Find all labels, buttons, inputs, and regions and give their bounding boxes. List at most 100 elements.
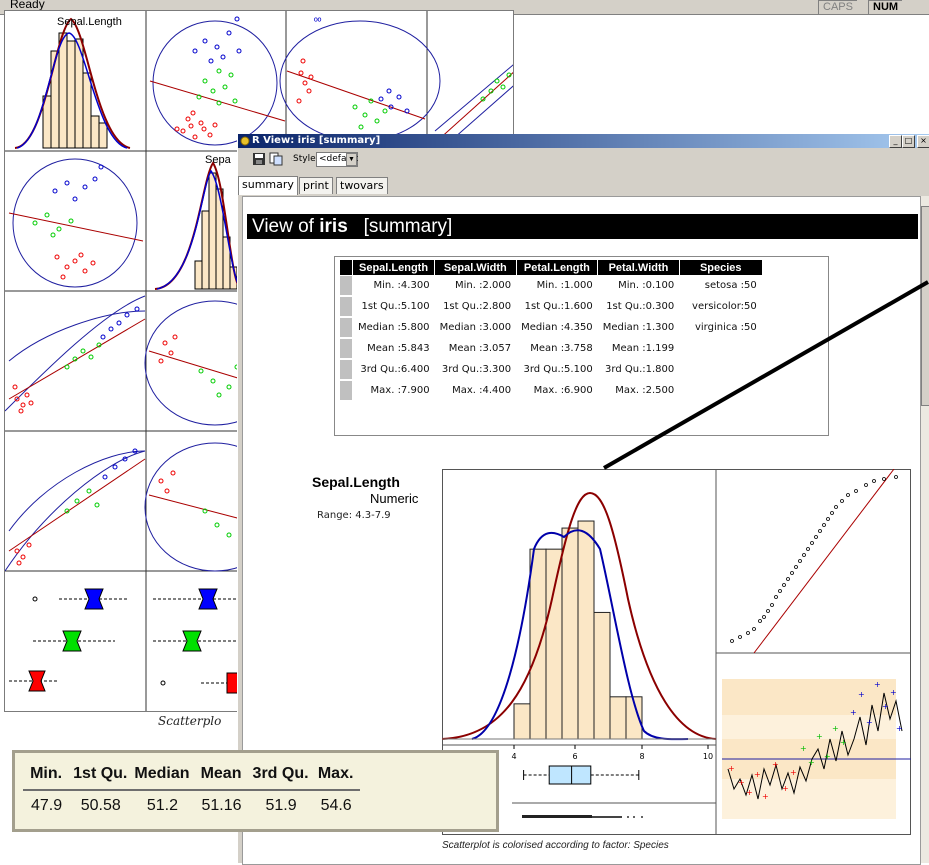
- histogram-bar: [593, 611, 611, 740]
- svg-text:+: +: [874, 680, 881, 689]
- chevron-down-icon[interactable]: ▼: [346, 153, 357, 166]
- col-header-sepal-length: Sepal.Length: [351, 260, 435, 275]
- histogram-bar: [513, 703, 531, 740]
- row-marker: [339, 318, 352, 337]
- matrix-histogram-2: [154, 161, 242, 290]
- table-row: 1st Qu.:5.100 1st Qu.:2.800 1st Qu.:1.600 1…: [339, 296, 762, 317]
- minimize-button[interactable]: _: [889, 135, 902, 148]
- overlay-value: 47.9: [31, 797, 63, 814]
- table-cell: Median :3.000: [439, 322, 512, 333]
- matrix-scatter-1-3: ºº: [279, 17, 441, 142]
- table-cell: 3rd Qu.:3.300: [441, 364, 512, 375]
- svg-text:+: +: [808, 758, 815, 767]
- r-app-icon: [240, 136, 250, 146]
- overlay-header: 3rd Qu.: [249, 759, 313, 791]
- svg-text:+: +: [754, 770, 761, 779]
- view-header-prefix: View of: [252, 216, 320, 237]
- table-cell: Mean :3.758: [530, 343, 593, 354]
- matrix-boxplots-5-2: [153, 588, 242, 694]
- toolbar: Style <default ▼: [238, 149, 929, 171]
- title-bar[interactable]: R View: iris [summary] _ □ ×: [238, 134, 929, 148]
- summary-table: Sepal.Length Sepal.Width Petal.Length Pe…: [334, 256, 829, 436]
- svg-text:+: +: [850, 708, 857, 717]
- svg-text:+: +: [800, 744, 807, 753]
- svg-text:+: +: [882, 702, 889, 711]
- svg-text:+: +: [832, 724, 839, 733]
- histogram-bar: [609, 696, 627, 740]
- histogram-bars: [513, 520, 643, 740]
- svg-text:+: +: [728, 764, 735, 773]
- svg-text:+: +: [790, 768, 797, 777]
- histogram-bar: [577, 520, 595, 740]
- overlay-value: 51.16: [201, 797, 242, 814]
- matrix-scatter-4-1: [4, 448, 146, 572]
- x-tick-label: 8: [639, 752, 644, 761]
- x-tick-label: 6: [572, 752, 577, 761]
- histogram-bar: [561, 527, 579, 740]
- x-tick-label: 10: [703, 752, 713, 761]
- matrix-diag-label-1: Sepal.Length: [57, 16, 122, 28]
- matrix-histogram-1: [14, 17, 131, 149]
- table-cell: Mean :3.057: [448, 343, 512, 354]
- table-cell: 3rd Qu.:6.400: [360, 364, 430, 375]
- svg-text:+: +: [772, 760, 779, 769]
- window-title: R View: iris [summary]: [252, 135, 381, 146]
- svg-text:+: +: [840, 738, 847, 747]
- svg-text:+: +: [816, 732, 823, 741]
- table-cell: Max. :6.900: [533, 385, 593, 396]
- overlay-value: 50.58: [80, 797, 121, 814]
- matrix-scatter-3-1: [4, 295, 146, 414]
- svg-text:+: +: [866, 718, 873, 727]
- overlay-summary-table: Min. 1st Qu. Median Mean 3rd Qu. Max. 47…: [12, 750, 499, 832]
- table-cell: Max. :2.500: [615, 385, 675, 396]
- maximize-button[interactable]: □: [902, 135, 915, 148]
- table-cell: Min. :1.000: [536, 280, 593, 291]
- variable-name: Sepal.Length: [312, 474, 400, 490]
- svg-text:+: +: [762, 792, 769, 801]
- table-row: Min. :4.300 Min. :2.000 Min. :1.000 Min. :0…: [339, 275, 762, 296]
- scrollbar-thumb[interactable]: [921, 206, 929, 406]
- matrix-scatter-1-2: [149, 16, 286, 146]
- table-cell: Median :5.800: [358, 322, 430, 333]
- density-curve-normal: [442, 491, 717, 740]
- matrix-scatter-1-4: [434, 20, 571, 147]
- view-header: View of iris [summary]: [247, 214, 918, 239]
- row-marker: [339, 297, 352, 316]
- x-tick-label: 4: [511, 752, 516, 761]
- status-text: Ready: [10, 0, 45, 11]
- boxplot: [523, 765, 640, 785]
- overlay-value: 51.2: [146, 797, 178, 814]
- table-row: Median :5.800 Median :3.000 Median :4.350 M…: [339, 317, 762, 338]
- table-cell: Max. :4.400: [452, 385, 512, 396]
- caps-indicator: CAPS: [818, 0, 857, 14]
- table-cell: Max. :7.900: [370, 385, 430, 396]
- table-cell: Mean :1.199: [611, 343, 675, 354]
- tab-summary[interactable]: summary: [238, 176, 298, 195]
- svg-text:+: +: [746, 788, 753, 797]
- svg-text:+: +: [858, 690, 865, 699]
- save-icon[interactable]: [252, 152, 266, 166]
- close-button[interactable]: ×: [917, 135, 929, 148]
- table-row: Mean :5.843 Mean :3.057 Mean :3.758 Mean :1…: [339, 338, 762, 359]
- row-header-corner: [339, 260, 353, 275]
- svg-text:+: +: [782, 784, 789, 793]
- num-indicator: NUM: [868, 0, 903, 14]
- table-cell: 1st Qu.:0.300: [606, 301, 675, 312]
- variable-range: Range: 4.3-7.9: [317, 510, 391, 521]
- vertical-scrollbar[interactable]: [920, 196, 929, 863]
- overlay-header: Min.: [23, 759, 71, 791]
- overlay-header: Max.: [312, 759, 360, 791]
- matrix-scatter-2-1: [8, 158, 144, 288]
- overlay-value: 51.9: [265, 797, 297, 814]
- svg-text:+: +: [738, 778, 745, 787]
- col-header-species: Species: [678, 260, 762, 275]
- overlay-header: 1st Qu.: [70, 759, 132, 791]
- overlay-header: Mean: [193, 759, 250, 791]
- variable-type: Numeric: [370, 491, 419, 506]
- table-cell: virginica :50: [694, 322, 757, 333]
- tab-twovars[interactable]: twovars: [336, 177, 388, 194]
- copy-icon[interactable]: [269, 152, 283, 166]
- tab-print[interactable]: print: [299, 177, 333, 194]
- matrix-caption: Scatterplo: [158, 714, 222, 728]
- svg-text:+: +: [890, 688, 897, 697]
